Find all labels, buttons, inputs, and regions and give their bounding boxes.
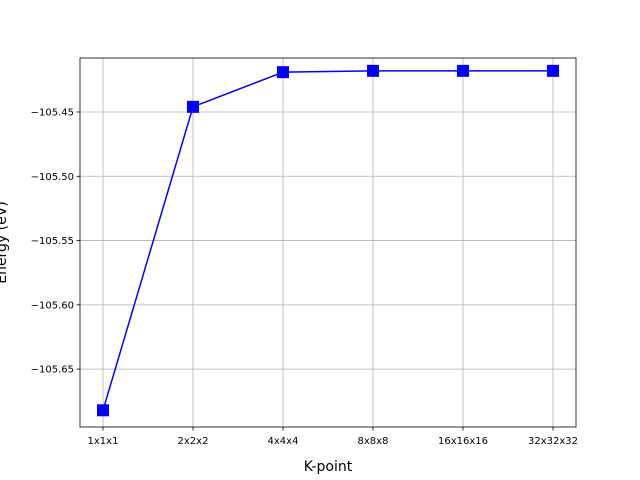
y-tick-label: −105.50 [31, 172, 74, 183]
data-point-marker [547, 64, 559, 77]
data-point-marker [277, 66, 289, 79]
y-tick-label: −105.65 [31, 365, 74, 376]
data-point-marker [187, 100, 199, 113]
y-tick-label: −105.60 [31, 300, 74, 311]
x-tick-label: 16x16x16 [438, 436, 488, 447]
data-point-marker [97, 404, 109, 417]
y-tick-label: −105.45 [31, 108, 74, 119]
x-tick-label: 4x4x4 [268, 436, 299, 447]
plot-frame [79, 57, 577, 428]
x-tick-label: 1x1x1 [88, 436, 119, 447]
y-tick-label: −105.55 [31, 236, 74, 247]
series [97, 64, 559, 417]
y-axis-label: Energy (eV) [0, 201, 10, 284]
data-point-marker [457, 64, 469, 77]
x-tick-label: 32x32x32 [528, 436, 578, 447]
x-tick-label: 8x8x8 [358, 436, 389, 447]
ticks: 1x1x1 2x2x2 4x4x4 8x8x8 16x16x16 32x32x32 −105… [31, 108, 578, 448]
x-tick-label: 2x2x2 [178, 436, 209, 447]
grid [80, 58, 576, 427]
x-axis-label: K-point [304, 459, 353, 475]
series-line [102, 70, 553, 411]
data-point-marker [367, 64, 379, 77]
